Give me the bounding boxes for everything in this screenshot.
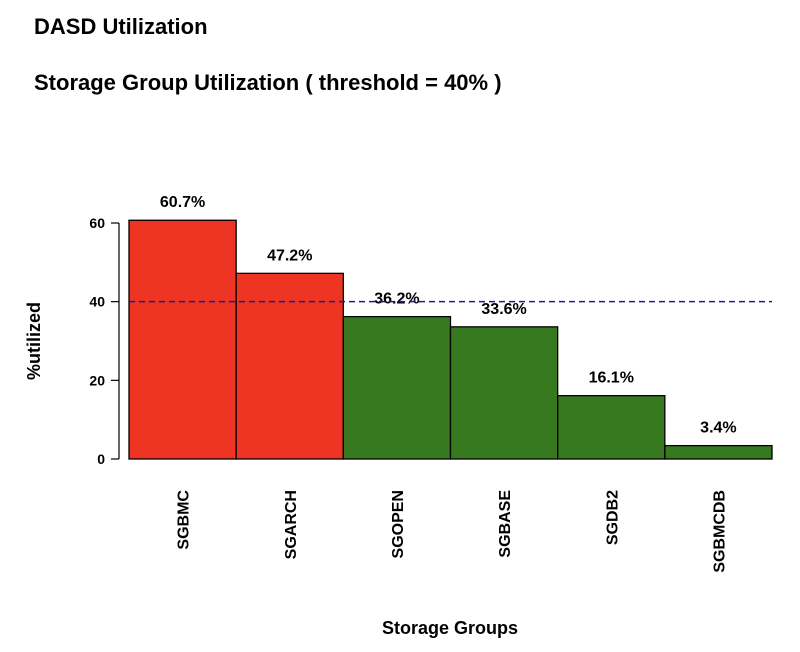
x-tick-label: SGBMCDB <box>711 490 728 573</box>
y-tick-label: 60 <box>89 215 105 231</box>
value-label: 33.6% <box>481 301 526 318</box>
bar-sgdb2 <box>557 395 666 460</box>
x-tick-labels: SGBMC SGARCH SGOPEN SGBASE SGDB2 SGBMCDB <box>176 490 729 573</box>
bar-sgbmc <box>128 219 237 460</box>
x-tick-label: SGDB2 <box>604 490 621 545</box>
y-tick-label: 40 <box>89 294 105 310</box>
y-axis-label: %utilized <box>24 302 44 380</box>
y-tick-label: 20 <box>89 372 105 388</box>
x-tick-label: SGBASE <box>497 490 514 558</box>
bar-sgbase <box>449 326 559 460</box>
chart-subtitle: Storage Group Utilization ( threshold = … <box>34 70 502 95</box>
value-labels: 60.7% 47.2% 36.2% 33.6% 16.1% 3.4% <box>160 194 737 436</box>
value-label: 3.4% <box>700 420 736 437</box>
x-tick-label: SGARCH <box>283 490 300 559</box>
value-label: 60.7% <box>160 194 205 211</box>
value-label: 47.2% <box>267 247 312 264</box>
x-tick-label: SGBMC <box>176 490 193 550</box>
bar-sgarch <box>235 272 344 460</box>
page-title: DASD Utilization <box>34 14 208 39</box>
bar-sgopen <box>342 315 452 460</box>
x-axis-label: Storage Groups <box>382 618 518 638</box>
x-tick-label: SGOPEN <box>390 490 407 558</box>
y-axis: 0 20 40 60 <box>89 215 120 467</box>
value-label: 36.2% <box>374 291 419 308</box>
bar-sgbmcdb <box>664 444 773 460</box>
value-label: 16.1% <box>589 370 634 387</box>
bars <box>128 219 773 460</box>
y-tick-label: 0 <box>97 451 105 467</box>
